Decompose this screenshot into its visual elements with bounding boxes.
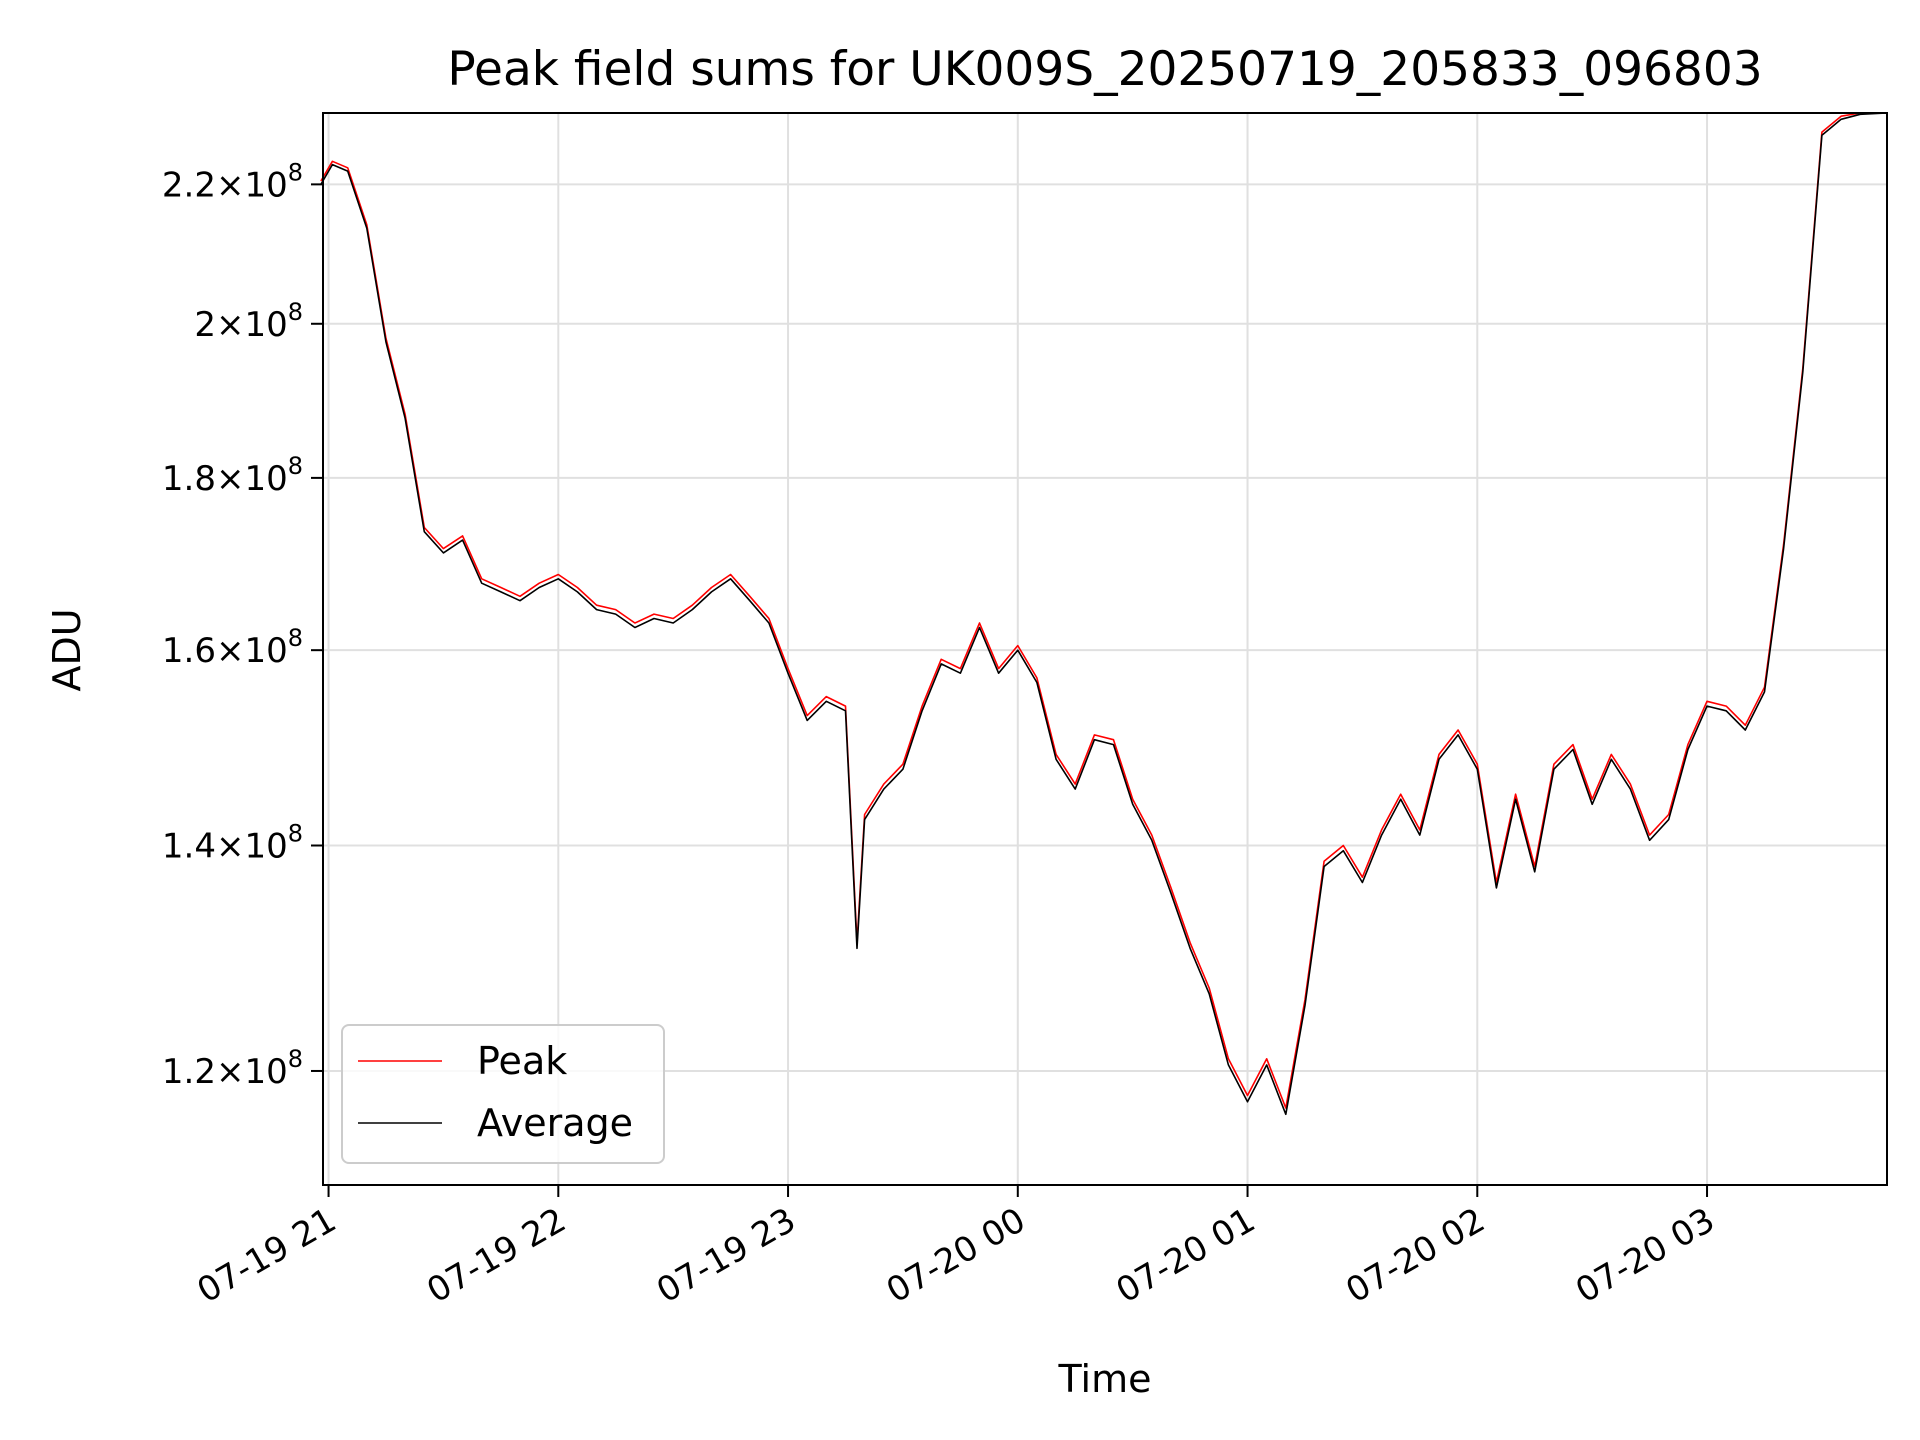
y-tick-label: 2×108 (194, 298, 303, 345)
y-axis: 1.2×108 1.4×108 1.6×108 1.8×108 2×108 2.2×108 (162, 158, 323, 1092)
chart-title: Peak field sums for UK009S_20250719_2058… (447, 42, 1762, 97)
y-tick-label: 1.8×108 (162, 452, 303, 499)
y-tick-label: 1.6×108 (162, 624, 303, 671)
x-axis-label: Time (1058, 1357, 1152, 1401)
y-tick-label: 1.4×108 (162, 819, 303, 866)
legend-label-peak: Peak (477, 1039, 567, 1083)
series-line-peak (320, 112, 1887, 1109)
y-tick-label: 1.2×108 (162, 1045, 303, 1092)
legend-box (341, 1024, 665, 1164)
legend-label-average: Average (477, 1101, 633, 1145)
legend: Peak Average (341, 1024, 665, 1164)
y-axis-label: ADU (45, 608, 89, 691)
y-tick-label: 2.2×108 (162, 158, 303, 205)
series-layer (320, 112, 1888, 1116)
series-line-average (320, 112, 1888, 1116)
plot-frame (322, 112, 1888, 1186)
